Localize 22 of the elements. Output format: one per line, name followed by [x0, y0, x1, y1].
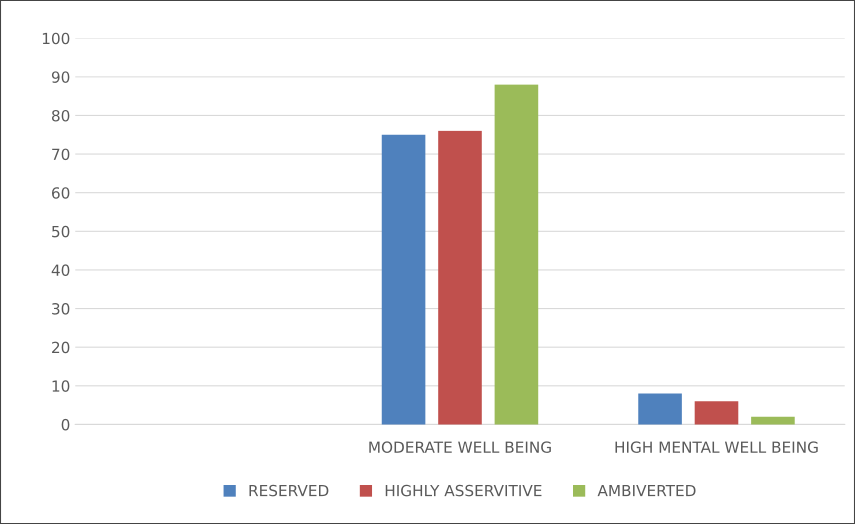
x-tick-label: MODERATE WELL BEING — [369, 441, 551, 453]
y-tick-label: 30 — [52, 303, 70, 315]
y-tick-label: 40 — [52, 264, 70, 276]
bar — [438, 130, 482, 424]
legend-label: HIGHLY ASSERVITIVE — [386, 484, 542, 496]
legend-label: RESERVED — [250, 484, 328, 496]
y-tick-label: 20 — [52, 342, 70, 354]
y-tick-label: 90 — [52, 71, 70, 83]
bar — [382, 134, 426, 424]
y-tick-label: 60 — [52, 187, 70, 199]
y-tick-label: 10 — [52, 380, 70, 392]
y-tick-label: 0 — [62, 418, 70, 430]
bar — [694, 401, 738, 424]
bar — [751, 416, 795, 424]
legend-label: AMBIVERTED — [598, 485, 696, 496]
y-tick-label: 70 — [52, 148, 70, 160]
y-tick-label: 50 — [52, 226, 70, 238]
bar — [638, 394, 682, 424]
y-tick-label: 80 — [52, 110, 70, 122]
y-tick-label: 100 — [42, 32, 70, 44]
x-tick-label: HIGH MENTAL WELL BEING — [616, 441, 818, 453]
bar — [494, 84, 538, 424]
